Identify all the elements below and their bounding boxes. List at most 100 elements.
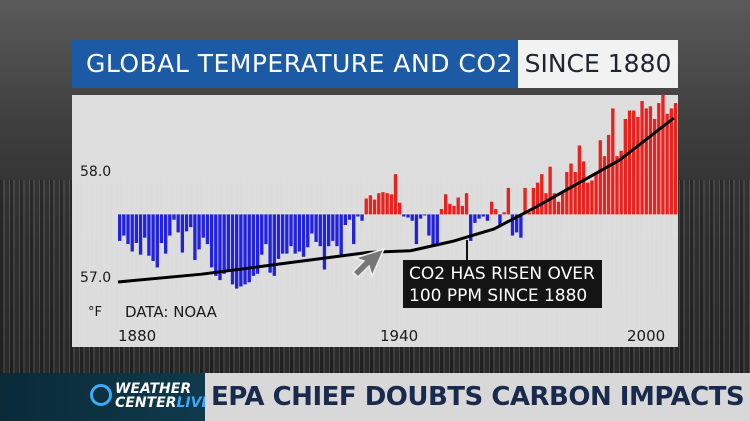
- temperature-bar-1969: [489, 201, 494, 215]
- temperature-bar-1934: [343, 214, 348, 225]
- temperature-bar-1946: [393, 174, 398, 215]
- temperature-bar-1938: [360, 214, 364, 221]
- temperature-bar-1926: [310, 214, 314, 234]
- temperature-bar-1914: [260, 214, 264, 255]
- temperature-bar-2001: [623, 119, 628, 215]
- temperature-bar-1885: [138, 214, 143, 255]
- temperature-bar-1905: [222, 214, 226, 274]
- temperature-bar-1980: [535, 182, 540, 215]
- y-tick-58: 58.0: [80, 164, 112, 180]
- co2-annotation: CO2 HAS RISEN OVER 100 PPM SINCE 1880: [403, 260, 602, 308]
- temperature-bar-1913: [255, 214, 260, 274]
- temperature-bar-2009: [657, 103, 661, 215]
- temperature-bar-1930: [326, 214, 331, 247]
- temperature-bar-1950: [410, 214, 414, 221]
- headline: EPA CHIEF DOUBTS CARBON IMPACTS: [205, 373, 750, 421]
- temperature-bar-2006: [644, 108, 648, 215]
- temperature-bar-1996: [602, 156, 607, 215]
- temperature-bar-1952: [418, 214, 423, 219]
- temperature-bar-1994: [594, 172, 598, 215]
- source-label: DATA: NOAA: [125, 303, 217, 321]
- temperature-bar-1997: [606, 134, 611, 215]
- temperature-bar-1918: [276, 214, 281, 259]
- temperature-bar-1936: [352, 214, 356, 245]
- temperature-bar-1985: [556, 201, 561, 215]
- temperature-bar-1945: [389, 194, 393, 215]
- temperature-bar-1907: [230, 214, 235, 285]
- temperature-bar-1986: [560, 193, 565, 215]
- temperature-bar-1970: [494, 209, 498, 215]
- temperature-bar-2011: [665, 113, 669, 215]
- temperature-bar-1896: [184, 214, 189, 232]
- temperature-bar-1935: [347, 214, 352, 220]
- temperature-bar-1888: [151, 214, 155, 262]
- temperature-bar-1919: [280, 214, 285, 254]
- temperature-bar-1925: [306, 214, 310, 248]
- temperature-bar-1923: [297, 214, 302, 252]
- temperature-bar-1920: [285, 214, 289, 254]
- temperature-bar-1892: [168, 214, 172, 236]
- y-tick-57: 57.0: [80, 270, 112, 286]
- temperature-bar-1948: [402, 214, 406, 217]
- temperature-bar-1955: [431, 214, 435, 247]
- temperature-bar-1897: [189, 214, 193, 228]
- temperature-bar-2010: [661, 94, 665, 215]
- temperature-bar-1921: [289, 214, 293, 247]
- co2-line: [117, 116, 675, 284]
- temperature-bar-1968: [485, 214, 490, 221]
- temperature-bar-1995: [598, 140, 602, 215]
- temperature-bar-1901: [205, 214, 210, 245]
- temperature-bar-1947: [398, 202, 402, 215]
- temperature-bar-1967: [481, 214, 485, 217]
- temperature-bar-1895: [180, 214, 185, 253]
- temperature-bar-1908: [235, 214, 239, 289]
- temperature-bar-1999: [615, 156, 619, 215]
- logo-line-1: WEATHER: [115, 381, 192, 397]
- temperature-bar-1929: [322, 214, 327, 270]
- temperature-bar-2005: [640, 100, 644, 215]
- temperature-bar-1893: [172, 214, 176, 220]
- temperature-bar-1983: [548, 166, 552, 215]
- temperature-bar-1894: [176, 214, 180, 233]
- temperature-bar-1984: [552, 193, 556, 215]
- temperature-bar-1906: [226, 214, 230, 270]
- temperature-bar-1943: [381, 192, 385, 215]
- temperature-bar-1940: [368, 195, 373, 215]
- temperature-bar-1916: [268, 214, 272, 273]
- temperature-bar-2003: [632, 110, 636, 215]
- temperature-bar-1941: [372, 199, 377, 215]
- temperature-bar-1933: [339, 214, 343, 255]
- temperature-bar-1975: [515, 214, 519, 233]
- since-label: SINCE 1880: [518, 40, 678, 88]
- temperature-bar-2008: [652, 119, 657, 215]
- temperature-bar-1899: [197, 214, 201, 250]
- temperature-bar-1991: [581, 161, 586, 215]
- temperature-bar-1889: [155, 214, 159, 268]
- temperature-bar-1949: [406, 214, 410, 218]
- temperature-bar-1900: [201, 214, 205, 238]
- temperature-bar-1981: [540, 174, 544, 215]
- temperature-bar-1922: [293, 214, 297, 254]
- temperature-bar-2012: [669, 108, 673, 215]
- weather-globe-icon: [90, 384, 112, 406]
- temperature-bar-1962: [460, 205, 465, 215]
- weather-center-live-logo: WEATHER CENTERLIVE: [115, 382, 211, 410]
- temperature-bar-1978: [527, 212, 531, 215]
- temperature-bar-2013: [673, 103, 678, 215]
- temperature-bar-1992: [586, 182, 590, 215]
- temperature-bar-1944: [385, 193, 389, 215]
- temperature-bar-1973: [506, 187, 510, 215]
- temperature-bar-1898: [193, 214, 197, 260]
- temperature-bar-1927: [314, 214, 318, 242]
- temperature-bar-1931: [331, 214, 335, 241]
- temperature-bar-1956: [435, 214, 439, 247]
- annotation-line-2: 100 PPM SINCE 1880: [409, 286, 588, 306]
- temperature-bar-1937: [356, 214, 360, 217]
- temperature-bar-1924: [301, 214, 306, 257]
- temperature-bar-2004: [636, 116, 640, 215]
- temperature-bar-1979: [531, 187, 536, 215]
- temperature-bar-1884: [134, 214, 139, 244]
- temperature-bar-1886: [143, 214, 147, 238]
- temperature-bar-1928: [318, 214, 322, 247]
